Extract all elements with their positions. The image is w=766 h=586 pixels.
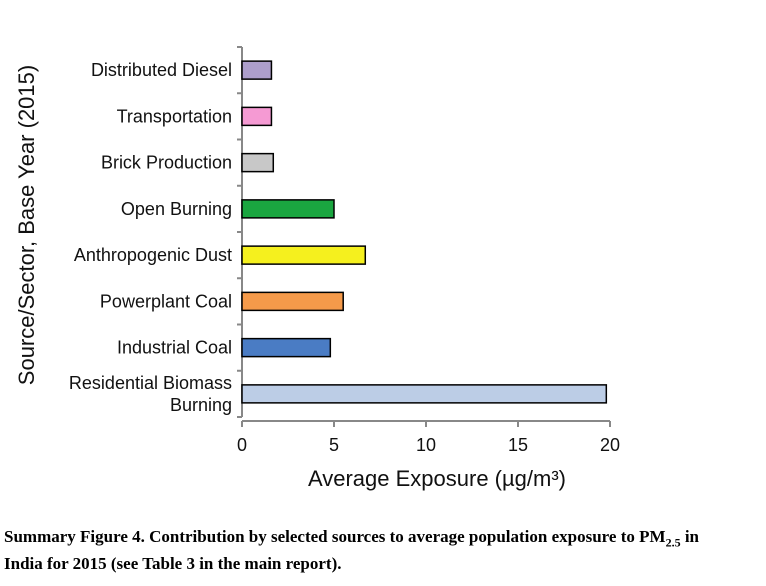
- x-axis-title: Average Exposure (µg/m³): [308, 466, 566, 491]
- y-tick-label: Transportation: [117, 106, 232, 126]
- y-tick-label: Distributed Diesel: [91, 60, 232, 80]
- caption: Summary Figure 4. Contribution by select…: [4, 526, 704, 574]
- x-tick-label: 5: [329, 435, 339, 455]
- y-axis-title: Source/Sector, Base Year (2015): [14, 65, 39, 385]
- x-tick-label: 15: [508, 435, 528, 455]
- y-tick-label: Anthropogenic Dust: [74, 245, 232, 265]
- bar: [241, 60, 273, 80]
- caption-text: in India for 2015 (see Table 3 in the ma…: [4, 527, 699, 574]
- bar: [241, 106, 273, 127]
- bar: [241, 199, 335, 219]
- caption-text: Summary Figure 4. Contribution by select…: [4, 527, 666, 546]
- bar: [241, 152, 275, 173]
- x-tick-label: 20: [600, 435, 620, 455]
- y-tick-label: Open Burning: [121, 199, 232, 219]
- y-tick-label: Industrial Coal: [117, 338, 232, 358]
- y-tick-label: Brick Production: [101, 153, 232, 173]
- x-tick-label: 0: [237, 435, 247, 455]
- caption-subscript: 2.5: [665, 535, 681, 550]
- chart: Average Exposure (µg/m³) Source/Sector, …: [14, 46, 620, 491]
- bar: [241, 384, 608, 404]
- y-tick-label: Powerplant Coal: [100, 291, 232, 311]
- bar: [241, 245, 367, 265]
- x-tick-label: 10: [416, 435, 436, 455]
- y-tick-label: Residential Biomass Burning: [69, 373, 232, 415]
- bar: [241, 291, 344, 312]
- bar: [241, 337, 332, 358]
